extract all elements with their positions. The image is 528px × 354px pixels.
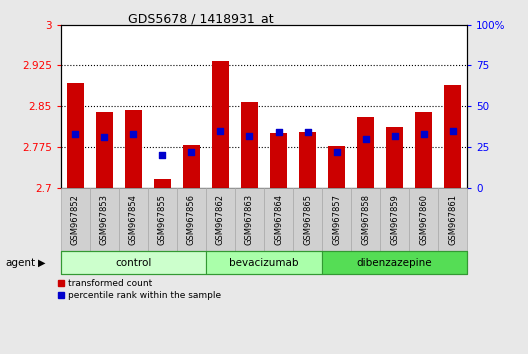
Bar <box>415 112 432 188</box>
Text: GSM967860: GSM967860 <box>419 194 428 245</box>
Text: GSM967854: GSM967854 <box>129 194 138 245</box>
Bar <box>212 61 229 188</box>
Text: bevacizumab: bevacizumab <box>229 258 299 268</box>
Text: control: control <box>115 258 152 268</box>
Bar <box>67 84 84 188</box>
Text: GSM967863: GSM967863 <box>245 194 254 245</box>
Point <box>216 128 225 133</box>
Bar <box>96 112 113 188</box>
Text: GSM967855: GSM967855 <box>158 194 167 245</box>
Bar <box>125 110 142 188</box>
Point <box>449 128 457 133</box>
Bar <box>328 146 345 188</box>
Text: GSM967865: GSM967865 <box>303 194 312 245</box>
Text: GSM967857: GSM967857 <box>332 194 341 245</box>
Text: GSM967858: GSM967858 <box>361 194 370 245</box>
Text: GSM967859: GSM967859 <box>390 194 399 245</box>
Bar <box>299 132 316 188</box>
Point <box>100 134 109 140</box>
Text: dibenzazepine: dibenzazepine <box>357 258 432 268</box>
Point <box>71 131 80 137</box>
Point <box>391 133 399 138</box>
Point <box>187 149 196 155</box>
Text: GSM967864: GSM967864 <box>274 194 283 245</box>
Bar <box>386 127 403 188</box>
Point <box>275 130 283 135</box>
Bar <box>154 179 171 188</box>
Bar <box>270 133 287 188</box>
Legend: transformed count, percentile rank within the sample: transformed count, percentile rank withi… <box>58 279 221 300</box>
Bar <box>241 102 258 188</box>
Text: GDS5678 / 1418931_at: GDS5678 / 1418931_at <box>128 12 274 25</box>
Text: agent: agent <box>5 258 35 268</box>
Text: GSM967853: GSM967853 <box>100 194 109 245</box>
Point <box>158 152 167 158</box>
Text: GSM967862: GSM967862 <box>216 194 225 245</box>
Text: GSM967861: GSM967861 <box>448 194 457 245</box>
Point <box>420 131 428 137</box>
Bar <box>183 145 200 188</box>
Point <box>129 131 137 137</box>
Bar <box>444 85 461 188</box>
Text: GSM967856: GSM967856 <box>187 194 196 245</box>
Point <box>245 133 254 138</box>
Point <box>303 130 312 135</box>
Text: GSM967852: GSM967852 <box>71 194 80 245</box>
Text: ▶: ▶ <box>38 258 45 268</box>
Point <box>333 149 341 155</box>
Point <box>361 136 370 142</box>
Bar <box>357 117 374 188</box>
